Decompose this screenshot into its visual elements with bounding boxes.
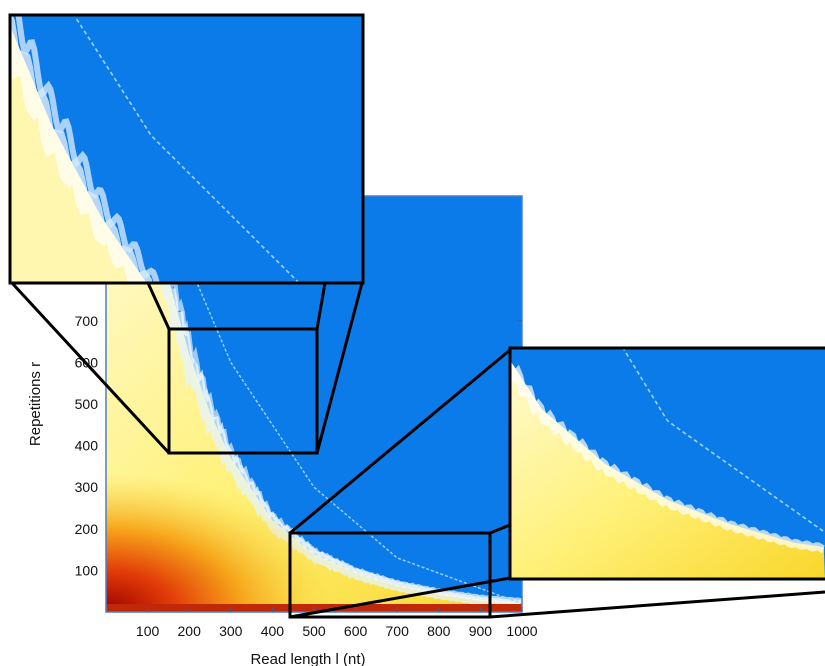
x-tick-label: 600 (344, 623, 368, 639)
x-tick-label: 1000 (506, 623, 537, 639)
y-tick-label: 100 (75, 562, 99, 578)
x-tick-label: 400 (261, 623, 285, 639)
x-tick-label: 700 (386, 623, 410, 639)
zoom-panel-bottom-right (510, 348, 825, 579)
x-axis-ticks: 100 200 300 400 500 600 700 800 900 1000 (136, 607, 538, 639)
y-tick-label: 500 (75, 396, 99, 412)
zoom-connectors (10, 281, 825, 619)
x-tick-label: 200 (178, 623, 202, 639)
y-tick-label: 700 (75, 313, 99, 329)
x-tick-label: 800 (427, 623, 451, 639)
hot-corner (106, 360, 522, 612)
x-tick-label: 500 (302, 623, 326, 639)
zoom-source-box-bottom (288, 531, 492, 619)
zoom-panel-top-left (10, 15, 363, 283)
x-tick-label: 300 (219, 623, 243, 639)
y-axis-label: Repetitions r (27, 362, 44, 446)
zoom-source-box-top (167, 327, 319, 455)
y-tick-label: 400 (75, 438, 99, 454)
x-axis-label: Read length l (nt) (250, 651, 365, 666)
zoom-panel-bottom-right-frame (508, 346, 825, 581)
y-tick-label: 200 (75, 521, 99, 537)
y-tick-label: 300 (75, 479, 99, 495)
zoom-panel-top-left-frame (8, 13, 365, 285)
x-tick-label: 900 (469, 623, 493, 639)
x-tick-label: 100 (136, 623, 160, 639)
